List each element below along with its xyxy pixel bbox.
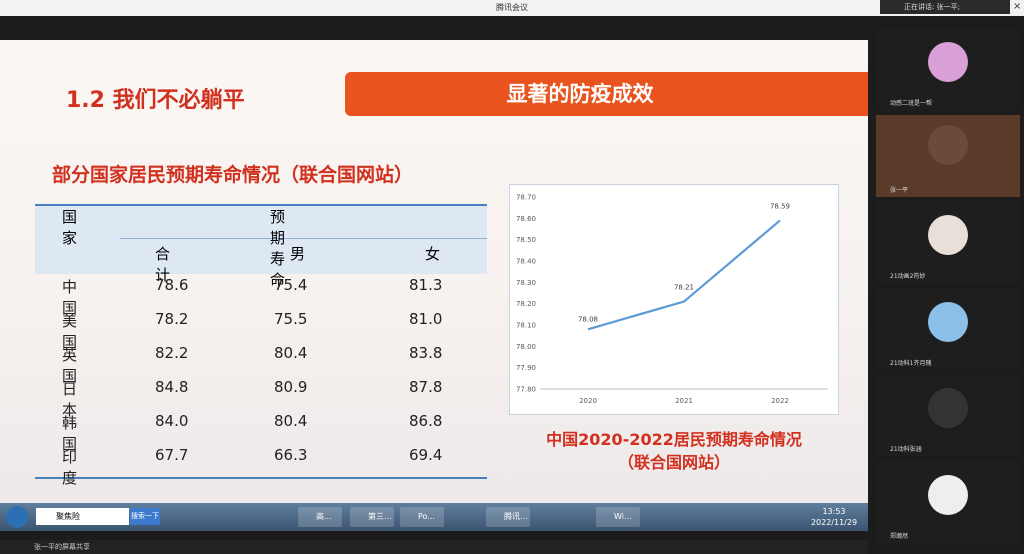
participant-tile[interactable]: 张一平	[876, 114, 1020, 197]
table-header-cell: 国家	[62, 208, 78, 247]
table-cell: 75.5	[274, 310, 308, 328]
table-bottom	[35, 477, 487, 479]
data-label: 78.21	[674, 284, 694, 292]
avatar	[928, 215, 968, 255]
participant-name: 张一平	[890, 186, 909, 194]
search-button[interactable]: 搜索一下	[130, 508, 160, 525]
y-tick-label: 78.00	[516, 343, 536, 351]
table-cell: 中国	[62, 278, 78, 317]
table-subheader-cell: 男	[290, 245, 306, 263]
y-tick-label: 78.20	[516, 300, 536, 308]
status-bar: 张一平的屏幕共享	[0, 540, 868, 554]
window-title: 腾讯会议	[496, 3, 528, 12]
participant-name: 21动画2符妙	[890, 273, 926, 280]
y-tick-label: 78.40	[516, 258, 536, 266]
clock: 13:53 2022/11/29	[800, 506, 868, 528]
line	[587, 219, 781, 331]
chart-caption: 中国2020-2022居民预期寿命情况 （联合国网站）	[509, 428, 839, 474]
table-cell: 78.2	[155, 310, 189, 328]
share-label: 张一平的屏幕共享	[34, 543, 90, 551]
table-cell: 84.8	[155, 378, 189, 396]
taskbar-item[interactable]: 高...	[298, 507, 342, 527]
table-cell: 83.8	[409, 344, 443, 362]
chart: 77.80 77.90 78.00 78.10 78.20 78.30 78.40 78.50…	[509, 184, 839, 415]
participant-name: 21动科张涵	[890, 446, 922, 453]
avatar	[928, 474, 968, 515]
table-title: 部分国家居民预期寿命情况（联合国网站）	[52, 164, 414, 186]
table-cell: 80.9	[274, 378, 308, 396]
avatar	[928, 124, 968, 165]
table-cell: 美国	[62, 312, 78, 351]
participant-name: 郑瀚然	[890, 532, 909, 540]
table-cell: 75.4	[274, 276, 308, 294]
table-cell: 67.7	[155, 446, 189, 464]
y-tick-label: 78.30	[516, 279, 536, 287]
table-cell: 韩国	[62, 414, 78, 453]
y-tick-label: 78.60	[516, 215, 536, 223]
table-cell: 81.0	[409, 310, 443, 328]
participant-name: 21动科1齐月随	[890, 359, 932, 367]
taskbar-item[interactable]: 第三...	[350, 507, 394, 527]
table-subheader-cell: 女	[425, 245, 441, 263]
banner: 显著的防疫成效	[345, 72, 868, 116]
time: 13:53	[822, 507, 846, 516]
y-tick-label: 78.50	[516, 236, 536, 244]
avatar	[928, 301, 968, 342]
title-bar: 腾讯会议 正在讲话: 张一平; ×	[0, 0, 1024, 16]
data-label: 78.08	[578, 315, 598, 323]
caption-line: （联合国网站）	[617, 453, 730, 472]
taskbar-item[interactable]: Wi...	[596, 507, 640, 527]
taskbar: 聚焦险 搜索一下 高... 第三... Po... 腾讯... Wi... 13:53 2…	[0, 503, 868, 531]
table-cell: 66.3	[274, 446, 308, 464]
y-tick-label: 78.70	[516, 194, 536, 202]
header-rule	[120, 238, 487, 239]
slide: 1.2 我们不必躺平 显著的防疫成效 部分国家居民预期寿命情况（联合国网站） 国…	[0, 40, 868, 503]
table-cell: 78.6	[155, 276, 189, 294]
table-cell: 81.3	[409, 276, 443, 294]
date: 2022/11/29	[810, 518, 858, 527]
speaking: 正在讲话: 张一平;	[880, 0, 1010, 14]
table-cell: 日本	[62, 380, 78, 419]
y-tick-label: 77.90	[516, 364, 536, 372]
table-cell: 英国	[62, 346, 78, 385]
table-cell: 80.4	[274, 344, 308, 362]
table-cell: 84.0	[155, 412, 189, 430]
table-subheader-cell: 合计	[155, 245, 171, 284]
y-tick-label: 77.80	[516, 386, 536, 394]
table-header	[35, 204, 487, 274]
table-cell: 82.2	[155, 344, 189, 362]
participant-tile[interactable]: 动感二班是一帮	[876, 28, 1020, 110]
table-cell: 印度	[62, 448, 78, 487]
participant-name: 动感二班是一帮	[890, 100, 933, 107]
taskbar-item[interactable]: 腾讯...	[486, 507, 530, 527]
x-tick-label: 2021	[675, 397, 693, 405]
participant-tile[interactable]: 郑瀚然	[876, 460, 1020, 543]
participant-tile[interactable]: 21动画2符妙	[876, 201, 1020, 283]
x-tick-label: 2020	[579, 397, 597, 405]
data-label: 78.59	[770, 202, 790, 210]
table-cell: 80.4	[274, 412, 308, 430]
avatar	[928, 42, 968, 82]
x-tick-label: 2022	[771, 397, 789, 405]
participant-tile[interactable]: 21动科张涵	[876, 374, 1020, 456]
avatar	[928, 388, 968, 428]
table-header-cell: 预期寿命	[270, 208, 286, 289]
chart-frame	[509, 184, 839, 415]
participant-tile[interactable]: 21动科1齐月随	[876, 287, 1020, 370]
section-title: 1.2 我们不必躺平	[66, 88, 245, 113]
table-cell: 87.8	[409, 378, 443, 396]
table-cell: 69.4	[409, 446, 443, 464]
table-cell: 86.8	[409, 412, 443, 430]
y-tick-label: 78.10	[516, 322, 536, 330]
start-button[interactable]	[6, 506, 28, 528]
taskbar-item[interactable]: Po...	[400, 507, 444, 527]
caption-line: 中国2020-2022居民预期寿命情况	[546, 430, 802, 449]
close-button[interactable]: ×	[1013, 1, 1022, 12]
search-box[interactable]: 聚焦险	[36, 508, 129, 525]
